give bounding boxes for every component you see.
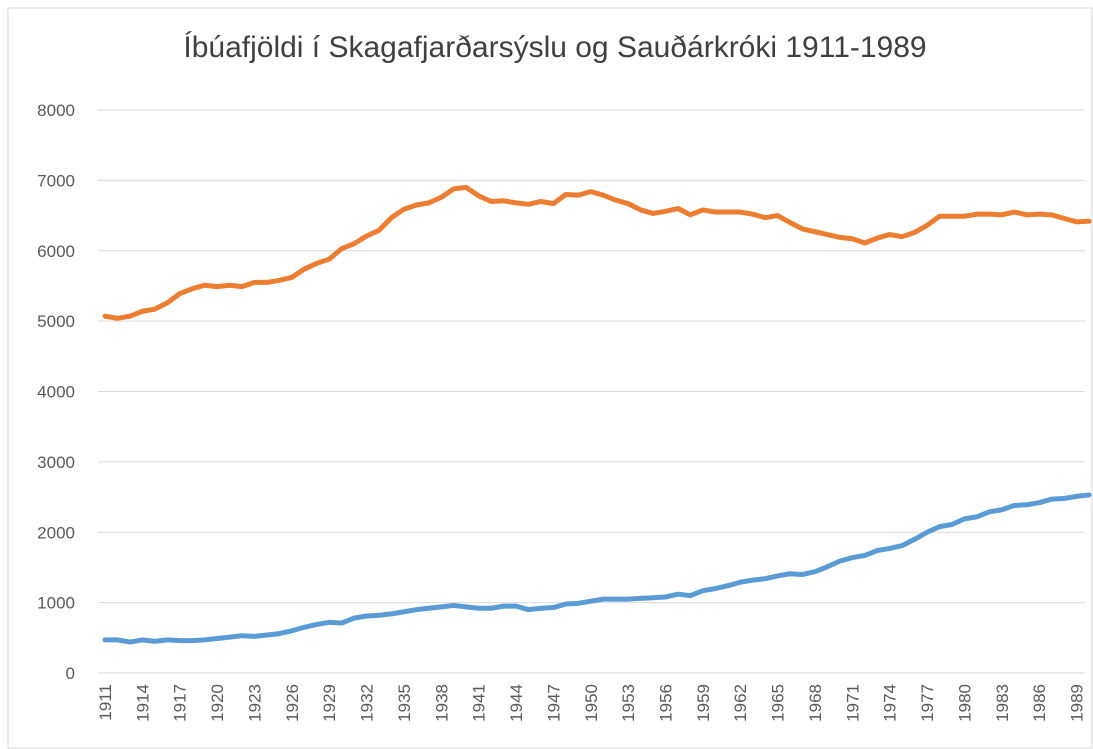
y-tick-label: 1000 <box>37 594 75 613</box>
x-tick-label: 1929 <box>320 684 339 722</box>
y-tick-label: 6000 <box>37 242 75 261</box>
x-tick-label: 1980 <box>955 684 974 722</box>
x-tick-label: 1956 <box>657 684 676 722</box>
x-tick-label: 1923 <box>245 684 264 722</box>
x-tick-label: 1974 <box>881 684 900 722</box>
x-tick-label: 1953 <box>619 684 638 722</box>
x-tick-label: 1986 <box>1030 684 1049 722</box>
y-tick-label: 4000 <box>37 383 75 402</box>
chart-border <box>7 7 1093 749</box>
x-tick-label: 1950 <box>582 684 601 722</box>
x-tick-label: 1935 <box>395 684 414 722</box>
x-tick-label: 1926 <box>283 684 302 722</box>
x-tick-label: 1965 <box>769 684 788 722</box>
x-tick-label: 1989 <box>1068 684 1087 722</box>
x-tick-label: 1920 <box>208 684 227 722</box>
x-tick-label: 1977 <box>918 684 937 722</box>
y-tick-label: 0 <box>66 664 75 683</box>
x-tick-label: 1941 <box>470 684 489 722</box>
y-tick-label: 8000 <box>37 101 75 120</box>
x-tick-label: 1959 <box>694 684 713 722</box>
x-tick-label: 1932 <box>358 684 377 722</box>
data-line <box>102 184 1092 321</box>
data-line <box>102 492 1092 645</box>
x-tick-label: 1962 <box>731 684 750 722</box>
x-tick-label: 1944 <box>507 684 526 722</box>
x-tick-label: 1947 <box>544 684 563 722</box>
x-tick-label: 1917 <box>171 684 190 722</box>
chart-title: Íbúafjöldi í Skagafjarðarsýslu og Sauðár… <box>183 31 926 64</box>
x-tick-label: 1938 <box>432 684 451 722</box>
x-tick-label: 1971 <box>843 684 862 722</box>
x-tick-label: 1911 <box>96 684 115 721</box>
x-tick-label: 1968 <box>806 684 825 722</box>
y-tick-label: 2000 <box>37 523 75 542</box>
y-tick-label: 3000 <box>37 453 75 472</box>
x-tick-label: 1983 <box>993 684 1012 722</box>
y-tick-label: 7000 <box>37 171 75 190</box>
x-tick-label: 1914 <box>133 684 152 722</box>
y-tick-label: 5000 <box>37 312 75 331</box>
